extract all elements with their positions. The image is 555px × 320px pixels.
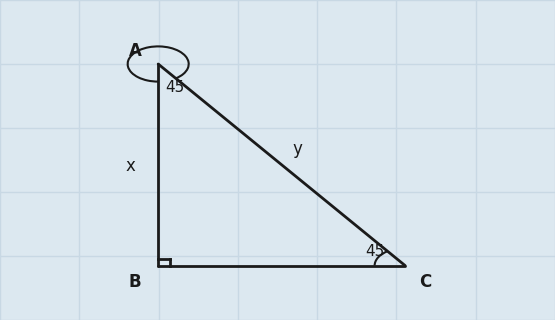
Text: C: C — [419, 273, 431, 291]
Text: x: x — [125, 157, 135, 175]
Text: 45: 45 — [165, 81, 184, 95]
Text: A: A — [129, 42, 142, 60]
Text: B: B — [129, 273, 142, 291]
Text: 45: 45 — [365, 244, 384, 259]
Text: y: y — [292, 140, 302, 158]
